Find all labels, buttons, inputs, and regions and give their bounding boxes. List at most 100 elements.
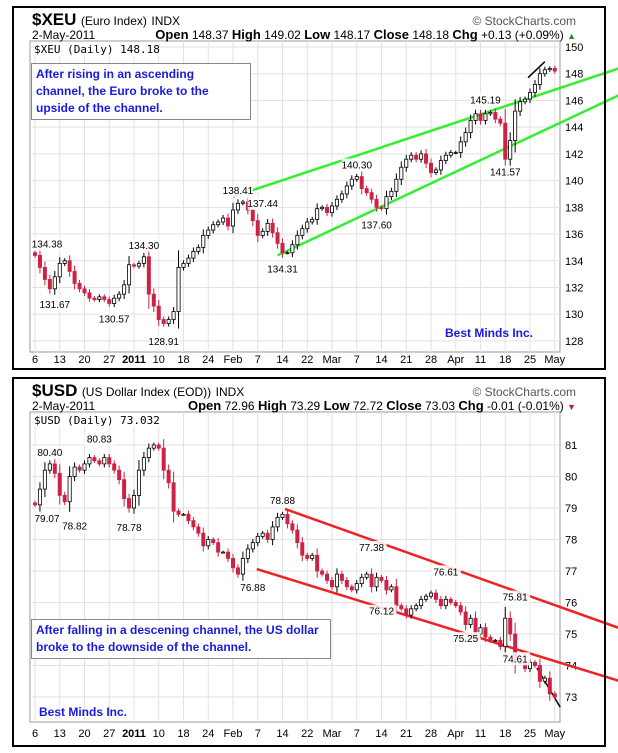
x-tick-label: May [544,354,565,366]
price-label: 76.12 [369,607,394,618]
y-tick-label: 148 [565,69,583,81]
candle-body [77,466,82,471]
x-tick-label: 14 [276,728,288,740]
candle-body [186,257,191,264]
candle-body [42,469,47,490]
x-tick-label: 28 [425,354,437,366]
candle-body [295,234,300,246]
candle-body [503,122,508,160]
candle-body [270,222,275,234]
price-label: 134.31 [267,265,298,276]
candle-body [389,190,394,198]
quote-line: Open 148.37 High 149.02 Low 148.17 Close… [155,27,576,42]
candle-body [448,598,453,603]
candle-body [131,494,136,509]
chg-value: -0.01 (-0.01%) [487,399,564,413]
price-label: 78.78 [117,523,142,534]
x-tick-label: Apr [447,354,464,366]
y-tick-label: 73 [565,692,577,704]
price-label: 131.67 [40,300,71,311]
candle-body [146,256,151,295]
price-label: 78.82 [62,522,87,533]
series-legend: $XEU (Daily) 148.18 [34,43,160,56]
x-tick-label: 22 [301,354,313,366]
x-tick-label: 18 [499,728,511,740]
candle-body [414,154,419,160]
candle-body [250,209,255,222]
candle-body [399,605,404,610]
candle-body [419,153,424,160]
candle-body [240,201,245,204]
price-label-bg [114,520,145,534]
chg-label: Chg [452,27,478,42]
candle-body [181,513,186,516]
price-label: 134.30 [129,241,160,252]
x-tick-label: 28 [425,728,437,740]
price-label-bg [500,590,531,604]
candle-body [473,113,478,121]
price-label-bg [490,165,521,179]
candle-body [230,558,235,569]
open-label: Open [155,27,189,42]
candle-body [399,166,404,180]
candle-body [191,520,196,528]
candle-body [161,447,166,471]
x-tick-label: 21 [400,728,412,740]
candle-body [131,264,136,267]
candle-body [552,67,557,72]
candle-body [404,158,409,168]
candle-body [97,296,102,300]
candle-body [285,513,290,525]
quote-date: 2-May-2011 [32,28,96,42]
candle-body [374,198,379,208]
candle-body [57,263,62,278]
x-tick-label: May [544,728,565,740]
candle-body [196,526,201,534]
candle-body [102,457,107,465]
high-value: 149.02 [264,28,301,42]
candle-body [448,152,453,156]
x-tick-label: Mar [323,728,342,740]
chg-value: +0.13 (+0.09%) [481,28,564,42]
candle-body [37,488,42,506]
y-tick-label: 146 [565,95,583,107]
candle-body [235,567,240,575]
candle-body [166,469,171,484]
price-label-bg [237,580,268,594]
price-label: 128.91 [148,337,179,348]
y-tick-label: 80 [565,472,577,484]
high-label: High [257,398,287,413]
candle-body [329,580,334,588]
exchange: INDX [215,385,245,399]
credit-label: Best Minds Inc. [445,326,534,340]
candle-body [508,617,513,635]
price-label-bg [32,511,62,525]
candle-body [498,118,503,124]
candle-body [404,608,409,616]
x-tick-label: 6 [32,728,38,740]
candle-body [285,252,290,255]
candle-body [191,251,196,259]
candle-body [409,608,414,616]
candle-body [127,264,132,286]
candle-body [344,185,349,195]
close-label: Close [373,27,409,42]
candle-body [394,178,399,192]
candle-body [334,573,339,588]
candle-body [468,617,473,625]
usd-chart-panel: $USD (US Dollar Index (EOD)) INDX © Stoc… [12,377,606,747]
close-value: 73.03 [425,399,456,413]
price-label-bg [59,519,90,533]
candle-body [488,112,493,115]
price-label: 78.88 [270,496,295,507]
candle-body [409,154,414,160]
high-label: High [231,27,261,42]
x-tick-label: 7 [255,728,261,740]
price-label: 137.60 [361,221,392,232]
price-label-bg [99,312,130,326]
x-tick-label: 24 [202,354,214,366]
candle-body [290,244,295,254]
trendline [256,567,618,682]
candle-body [334,198,339,207]
candle-body [196,246,201,252]
